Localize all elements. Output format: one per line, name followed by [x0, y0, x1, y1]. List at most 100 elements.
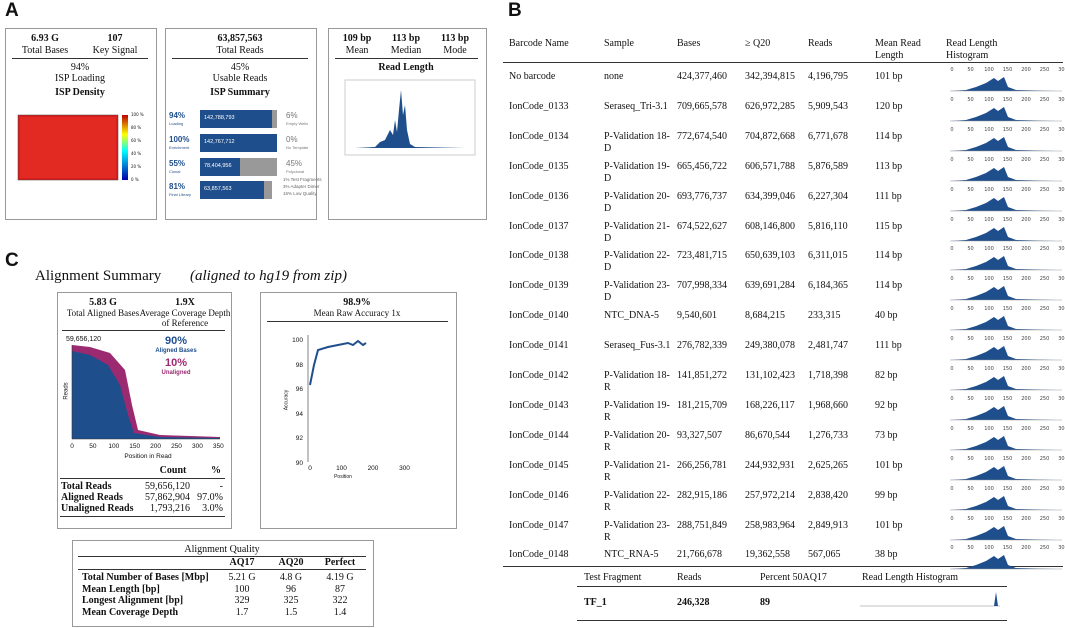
- isp-label: Clonal: [169, 169, 181, 174]
- column-header: Barcode Name: [509, 38, 569, 49]
- table-cell: 5,909,543: [808, 100, 848, 112]
- table-cell: IonCode_0148: [509, 549, 569, 561]
- table-cell: NTC_DNA-5: [604, 310, 659, 322]
- table-cell: 246,328: [677, 597, 710, 608]
- histogram-axis-label: 200: [1021, 545, 1031, 552]
- histogram-axis-label: 100: [984, 96, 994, 103]
- histogram-axis-label: 200: [1021, 156, 1031, 163]
- isp-right-label: Empty Wells: [286, 121, 309, 126]
- x-tick-label: 0: [70, 443, 74, 450]
- table-cell: P-Validation 22-R: [604, 489, 670, 513]
- histogram-axis-label: 200: [1021, 276, 1031, 283]
- histogram-axis-label: 200: [1021, 455, 1031, 462]
- table-cell: 329: [234, 595, 250, 606]
- table-cell: 650,639,103: [745, 250, 795, 262]
- histogram-axis-label: 150: [1002, 67, 1013, 73]
- histogram-axis-label: 250: [1039, 306, 1050, 313]
- histogram-axis-label: 250: [1039, 276, 1050, 283]
- table-cell: P-Validation 18-D: [604, 130, 670, 154]
- histogram-axis-label: 50: [967, 515, 974, 522]
- histogram-axis-label: 100: [984, 366, 994, 372]
- isp-right-percent: 45%: [286, 159, 303, 168]
- table-cell: 40 bp: [875, 310, 898, 322]
- table-cell: 59,656,120: [145, 481, 190, 492]
- x-tick-label: 300: [399, 465, 410, 472]
- divider: [503, 566, 1063, 567]
- table-cell: 276,782,339: [677, 340, 727, 352]
- histogram-axis-label: 150: [1002, 306, 1013, 313]
- histogram-axis-label: 150: [1002, 485, 1013, 492]
- stat-value: 63,857,563: [217, 33, 263, 44]
- row-label: Total Reads: [61, 481, 112, 492]
- divider: [503, 62, 1063, 63]
- histogram-axis-label: 150: [1002, 455, 1013, 462]
- histogram-axis-label: 200: [1021, 96, 1031, 103]
- y-tick-label: 94: [295, 410, 303, 418]
- histogram-axis-label: 150: [1002, 336, 1013, 343]
- isp-note: 3% Adapter Dimer: [283, 184, 320, 189]
- table-cell: IonCode_0141: [509, 340, 569, 352]
- card-title: Read Length: [378, 62, 434, 73]
- table-cell: 21,766,678: [677, 549, 722, 561]
- histogram-axis-label: 100: [984, 336, 994, 343]
- aligned-percent: 90%: [164, 335, 188, 347]
- percent-label: Usable Reads: [212, 73, 268, 84]
- column-header: Sample: [604, 38, 634, 49]
- table-cell: 282,915,186: [677, 489, 727, 501]
- histogram-axis-label: 150: [1002, 276, 1013, 283]
- histogram-axis-label: 100: [984, 186, 994, 193]
- histogram-axis-label: 50: [967, 545, 974, 552]
- histogram-axis-label: 150: [1002, 515, 1013, 522]
- table-cell: IonCode_0147: [509, 519, 569, 531]
- histogram-axis-label: 0: [950, 216, 954, 223]
- histogram-axis-label: 150: [1002, 156, 1013, 163]
- histogram-axis-label: 0: [950, 276, 954, 283]
- stat-label: Mode: [443, 45, 467, 56]
- histogram-axis-label: 200: [1021, 126, 1031, 133]
- histogram-axis-label: 0: [950, 96, 954, 103]
- table-cell: 111 bp: [875, 340, 902, 352]
- table-cell: P-Validation 21-R: [604, 459, 670, 483]
- table-cell: 1.7: [235, 606, 249, 618]
- colorbar-label: 40 %: [131, 151, 142, 156]
- row-label: Mean Coverage Depth: [82, 606, 179, 618]
- table-cell: 101 bp: [875, 71, 903, 82]
- row-histogram: [950, 435, 1062, 451]
- table-cell: 674,522,627: [677, 220, 727, 232]
- histogram-axis-label: 0: [950, 425, 954, 432]
- table-cell: 322: [332, 595, 348, 606]
- table-cell: 6,311,015: [808, 250, 848, 262]
- histogram-axis-label: 50: [967, 96, 974, 103]
- row-histogram: [950, 405, 1062, 421]
- table-cell: IonCode_0142: [509, 370, 569, 381]
- table-cell: No barcode: [509, 71, 556, 82]
- table-cell: 97.0%: [197, 492, 223, 503]
- isp-right-label: Polyclonal: [286, 169, 305, 174]
- table-cell: 115 bp: [875, 220, 903, 232]
- histogram-axis-label: 50: [967, 186, 974, 193]
- histogram-axis-label: 100: [984, 545, 994, 552]
- isp-note: 1% Test Fragments: [283, 177, 322, 182]
- table-cell: 100: [234, 583, 250, 595]
- histogram-axis-label: 200: [1021, 306, 1031, 313]
- histogram-axis-label: 300: [1058, 455, 1065, 462]
- column-header: %: [211, 465, 221, 476]
- row-label: Total Number of Bases [Mbp]: [82, 572, 209, 583]
- table-cell: 244,932,931: [745, 459, 795, 471]
- table-cell: 6,184,365: [808, 280, 848, 292]
- table-cell: Seraseq_Fus-3.1: [604, 340, 671, 352]
- table-cell: 288,751,849: [677, 519, 727, 531]
- histogram-axis-label: 250: [1039, 246, 1050, 253]
- histogram-axis-label: 0: [950, 126, 954, 133]
- colorbar-label: 60 %: [131, 138, 142, 143]
- table-cell: P-Validation 20-D: [604, 190, 670, 214]
- table-cell: 93,327,507: [677, 429, 722, 441]
- isp-right-label: No Template: [286, 145, 309, 150]
- histogram-axis-label: 0: [950, 515, 954, 522]
- table-cell: NTC_RNA-5: [604, 549, 659, 561]
- table-cell: 5,816,110: [808, 220, 848, 232]
- histogram-axis-label: 250: [1039, 395, 1050, 402]
- histogram-axis-label: 0: [950, 485, 954, 492]
- histogram-axis-label: 150: [1002, 96, 1013, 103]
- histogram-axis-label: 150: [1002, 246, 1013, 253]
